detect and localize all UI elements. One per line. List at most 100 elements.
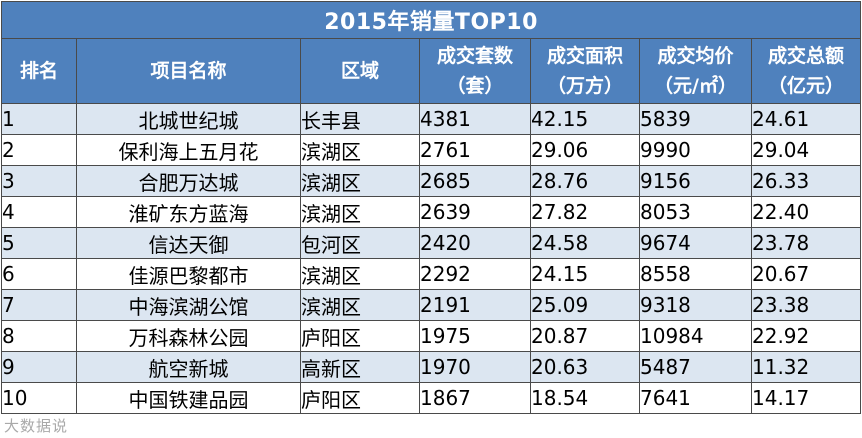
area-cell: 20.87 xyxy=(530,320,640,352)
region-cell: 滨湖区 xyxy=(300,196,420,228)
total-amount-cell: 11.32 xyxy=(750,351,862,383)
column-header-text: 区域 xyxy=(340,60,379,82)
table-row: 10 中国铁建品园 庐阳区 1867 18.54 7641 14.17 xyxy=(1,382,862,414)
project-name-cell: 合肥万达城 xyxy=(76,165,301,197)
rank-cell: 3 xyxy=(1,165,77,197)
column-header-rank: 排名 xyxy=(1,38,77,104)
total-amount-cell: 24.61 xyxy=(750,103,862,135)
sales-top10-table: 2015年销量TOP10 排名 项目名称 区域 成交套数 （套） 成交面积 （万方） 成交均价… xyxy=(0,1,862,414)
avg-price-cell: 7641 xyxy=(639,382,752,414)
project-name-cell: 保利海上五月花 xyxy=(76,134,301,166)
area-cell: 27.82 xyxy=(530,196,640,228)
project-name-cell: 北城世纪城 xyxy=(76,103,301,135)
units-cell: 4381 xyxy=(419,103,531,135)
region-cell: 滨湖区 xyxy=(300,165,420,197)
avg-price-cell: 10984 xyxy=(639,320,752,352)
table-row: 8 万科森林公园 庐阳区 1975 20.87 10984 22.92 xyxy=(1,320,862,352)
table-title: 2015年销量TOP10 xyxy=(0,1,862,39)
units-cell: 2292 xyxy=(419,258,531,290)
rank-cell: 5 xyxy=(1,227,77,259)
table-row: 3 合肥万达城 滨湖区 2685 28.76 9156 26.33 xyxy=(1,165,862,197)
rank-cell: 2 xyxy=(1,134,77,166)
watermark-logo: 大数据说 xyxy=(4,417,69,435)
table-body: 1 北城世纪城 长丰县 4381 42.15 5839 24.61 2 保利海上五月花 滨湖区 27… xyxy=(1,103,862,414)
region-cell: 庐阳区 xyxy=(300,382,420,414)
column-header-text: （元/㎡） xyxy=(654,75,737,97)
column-header-text: （亿元） xyxy=(768,75,845,97)
project-name-cell: 淮矿东方蓝海 xyxy=(76,196,301,228)
column-header-text: 成交面积 xyxy=(546,45,623,67)
area-cell: 42.15 xyxy=(530,103,640,135)
area-cell: 20.63 xyxy=(530,351,640,383)
column-header-units: 成交套数 （套） xyxy=(419,38,531,104)
avg-price-cell: 8558 xyxy=(639,258,752,290)
area-cell: 24.58 xyxy=(530,227,640,259)
avg-price-cell: 9318 xyxy=(639,289,752,321)
avg-price-cell: 9674 xyxy=(639,227,752,259)
project-name-cell: 佳源巴黎都市 xyxy=(76,258,301,290)
column-header-region: 区域 xyxy=(300,38,420,104)
region-cell: 长丰县 xyxy=(300,103,420,135)
column-header-area: 成交面积 （万方） xyxy=(530,38,640,104)
table-title-row: 2015年销量TOP10 xyxy=(0,1,862,39)
avg-price-cell: 8053 xyxy=(639,196,752,228)
region-cell: 高新区 xyxy=(300,351,420,383)
table-row: 9 航空新城 高新区 1970 20.63 5487 11.32 xyxy=(1,351,862,383)
region-cell: 滨湖区 xyxy=(300,258,420,290)
avg-price-cell: 5839 xyxy=(639,103,752,135)
total-amount-cell: 26.33 xyxy=(750,165,862,197)
total-amount-cell: 22.92 xyxy=(750,320,862,352)
column-header-text: 成交套数 xyxy=(436,45,513,67)
area-cell: 18.54 xyxy=(530,382,640,414)
project-name-cell: 万科森林公园 xyxy=(76,320,301,352)
region-cell: 包河区 xyxy=(300,227,420,259)
area-cell: 24.15 xyxy=(530,258,640,290)
project-name-cell: 中海滨湖公馆 xyxy=(76,289,301,321)
total-amount-cell: 23.38 xyxy=(750,289,862,321)
total-amount-cell: 29.04 xyxy=(750,134,862,166)
column-header-project-name: 项目名称 xyxy=(76,38,301,104)
region-cell: 滨湖区 xyxy=(300,289,420,321)
rank-cell: 9 xyxy=(1,351,77,383)
units-cell: 1867 xyxy=(419,382,531,414)
units-cell: 1975 xyxy=(419,320,531,352)
project-name-cell: 中国铁建品园 xyxy=(76,382,301,414)
table-row: 6 佳源巴黎都市 滨湖区 2292 24.15 8558 20.67 xyxy=(1,258,862,290)
units-cell: 2420 xyxy=(419,227,531,259)
column-header-text: 项目名称 xyxy=(150,60,227,82)
area-cell: 29.06 xyxy=(530,134,640,166)
column-header-text: 排名 xyxy=(19,60,58,82)
rank-cell: 1 xyxy=(1,103,77,135)
table-row: 2 保利海上五月花 滨湖区 2761 29.06 9990 29.04 xyxy=(1,134,862,166)
column-header-text: （万方） xyxy=(546,75,623,97)
rank-cell: 6 xyxy=(1,258,77,290)
total-amount-cell: 23.78 xyxy=(750,227,862,259)
table-row: 7 中海滨湖公馆 滨湖区 2191 25.09 9318 23.38 xyxy=(1,289,862,321)
units-cell: 1970 xyxy=(419,351,531,383)
total-amount-cell: 14.17 xyxy=(750,382,862,414)
total-amount-cell: 20.67 xyxy=(750,258,862,290)
units-cell: 2639 xyxy=(419,196,531,228)
units-cell: 2191 xyxy=(419,289,531,321)
column-header-total-amount: 成交总额 （亿元） xyxy=(750,38,862,104)
rank-cell: 7 xyxy=(1,289,77,321)
column-header-text: 成交总额 xyxy=(768,45,845,67)
column-header-text: （套） xyxy=(446,75,504,97)
rank-cell: 8 xyxy=(1,320,77,352)
table-row: 4 淮矿东方蓝海 滨湖区 2639 27.82 8053 22.40 xyxy=(1,196,862,228)
column-header-row: 排名 项目名称 区域 成交套数 （套） 成交面积 （万方） 成交均价 （元/㎡） 成交总额 （亿元） xyxy=(1,38,862,104)
table-row: 1 北城世纪城 长丰县 4381 42.15 5839 24.61 xyxy=(1,103,862,135)
rank-cell: 4 xyxy=(1,196,77,228)
total-amount-cell: 22.40 xyxy=(750,196,862,228)
area-cell: 25.09 xyxy=(530,289,640,321)
avg-price-cell: 5487 xyxy=(639,351,752,383)
column-header-text: 成交均价 xyxy=(657,45,734,67)
region-cell: 庐阳区 xyxy=(300,320,420,352)
region-cell: 滨湖区 xyxy=(300,134,420,166)
avg-price-cell: 9990 xyxy=(639,134,752,166)
units-cell: 2761 xyxy=(419,134,531,166)
project-name-cell: 航空新城 xyxy=(76,351,301,383)
area-cell: 28.76 xyxy=(530,165,640,197)
rank-cell: 10 xyxy=(1,382,77,414)
